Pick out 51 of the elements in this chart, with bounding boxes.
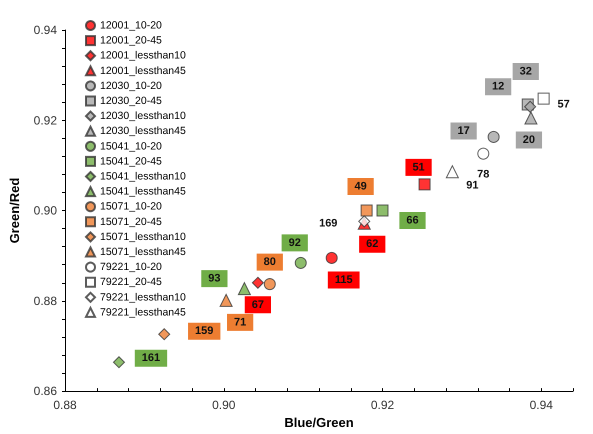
legend-label: 12001_20-45 <box>100 34 162 47</box>
x-axis-title: Blue/Green <box>284 415 354 430</box>
legend-label: 12001_10-20 <box>100 20 162 32</box>
annotation: 92 <box>288 236 301 249</box>
text: 0.90 <box>212 398 236 412</box>
y-tick-label: 0.90 <box>34 204 58 218</box>
legend-label: 12030_lessthan45 <box>100 125 186 138</box>
legend-label: 12001_lessthan10 <box>100 50 186 62</box>
legend-label: 15071_lessthan45 <box>100 246 186 258</box>
legend-label: 15041_lessthan45 <box>100 186 186 198</box>
annotation: 159 <box>195 325 214 338</box>
annotation: 49 <box>354 180 367 193</box>
annotation: 32 <box>520 65 532 78</box>
annotation: 93 <box>208 272 221 285</box>
y-tick-label: 0.86 <box>34 384 58 398</box>
annotation: 66 <box>406 214 419 227</box>
y-tick-label: 0.92 <box>34 113 58 128</box>
x-tick-label: 0.94 <box>530 398 554 412</box>
legend-label: 15071_10-20 <box>100 200 162 213</box>
legend-label: 79221_20-45 <box>100 276 162 288</box>
annotation: 161 <box>142 352 160 364</box>
legend-label: 15041_lessthan10 <box>100 170 186 182</box>
legend-label: 12030_20-45 <box>100 95 162 107</box>
x-tick-label: 0.88 <box>53 398 77 412</box>
annotation: 91 <box>466 180 478 192</box>
annotation: 12 <box>492 80 504 93</box>
legend-label: 15041_10-20 <box>100 140 162 152</box>
annotation: 169 <box>319 217 338 230</box>
y-tick-label: 0.88 <box>34 294 58 308</box>
annotation: 78 <box>477 168 490 181</box>
annotation: 80 <box>264 256 276 268</box>
legend-label: 15071_20-45 <box>100 216 162 228</box>
annotation: 17 <box>458 124 470 137</box>
y-axis-title: Green/Red <box>7 178 22 244</box>
y-tick-label: 0.94 <box>34 23 58 37</box>
annotation: 71 <box>234 316 246 328</box>
annotation: 57 <box>558 98 570 111</box>
annotation: 51 <box>412 161 425 174</box>
annotation: 20 <box>522 134 536 146</box>
legend-label: 12030_lessthan10 <box>100 110 186 122</box>
legend-label: 79221_lessthan10 <box>100 291 186 304</box>
legend-label: 12030_10-20 <box>100 80 162 92</box>
legend-label: 79221_10-20 <box>100 261 162 274</box>
legend-label: 79221_lessthan45 <box>100 306 186 318</box>
x-tick-label: 0.92 <box>370 398 394 412</box>
annotation: 62 <box>366 238 378 250</box>
legend-label: 12001_lessthan45 <box>100 64 186 77</box>
annotation: 67 <box>252 298 264 311</box>
legend-label: 15041_20-45 <box>100 155 162 168</box>
legend-label: 15071_lessthan10 <box>100 230 186 243</box>
annotation: 115 <box>334 274 353 286</box>
